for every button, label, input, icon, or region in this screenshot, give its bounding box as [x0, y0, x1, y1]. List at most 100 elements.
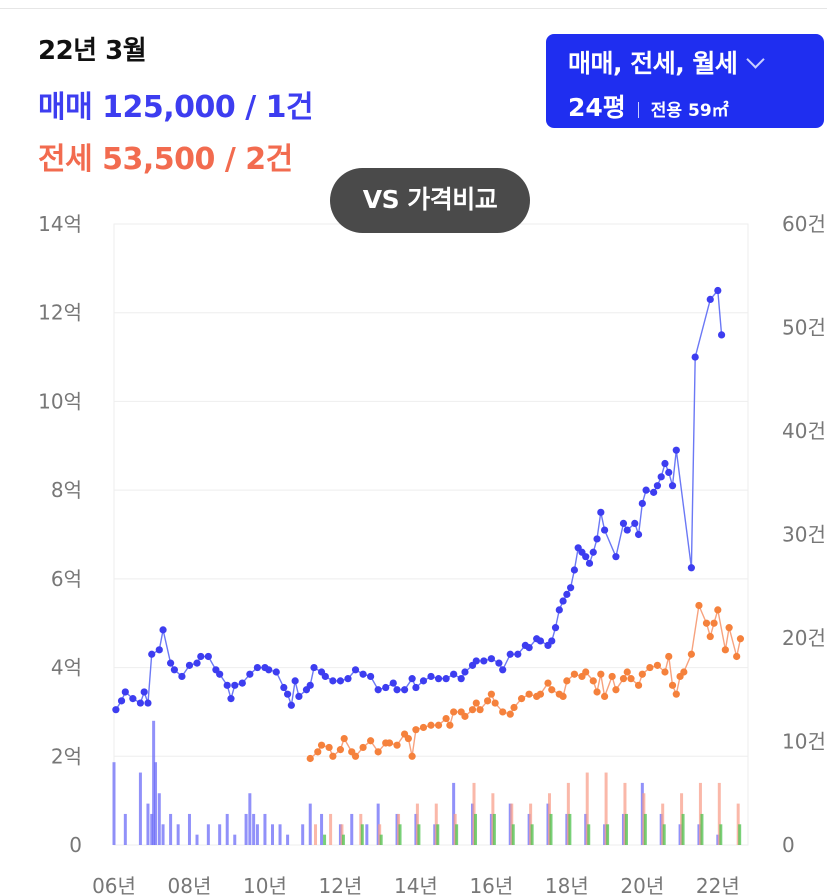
volume-bar-rent [379, 834, 383, 845]
data-point-sale [687, 564, 695, 572]
vs-price-compare-button[interactable]: VS 가격비교 [330, 168, 530, 233]
data-point-sale [536, 637, 545, 645]
data-point-jeonse [544, 679, 552, 687]
data-point-jeonse [499, 708, 507, 716]
volume-bar-sale [365, 824, 369, 845]
data-point-jeonse [725, 624, 733, 632]
data-point-jeonse [487, 690, 495, 698]
data-point-jeonse [733, 652, 741, 661]
data-point-sale [412, 683, 420, 692]
volume-bar-rent [341, 834, 345, 845]
y-left-tick-label: 12억 [38, 301, 82, 325]
data-point-sale [216, 670, 224, 678]
volume-bar-sale [146, 803, 150, 845]
data-point-sale [272, 668, 280, 676]
data-point-sale [419, 677, 428, 685]
data-point-jeonse [317, 741, 326, 749]
data-point-sale [585, 559, 594, 567]
volume-bar-rent [492, 813, 496, 845]
data-point-jeonse [608, 672, 616, 681]
data-point-jeonse [450, 708, 458, 716]
volume-bar-sale [301, 824, 305, 845]
data-point-jeonse [476, 706, 484, 714]
data-point-sale [121, 688, 129, 696]
volume-bar-sale [252, 813, 256, 845]
data-point-sale [389, 679, 397, 687]
volume-bar-rent [549, 813, 553, 845]
volume-bar-rent [398, 824, 402, 845]
volume-bar-sale [286, 834, 290, 845]
data-point-jeonse [336, 746, 345, 754]
data-point-jeonse [721, 646, 729, 654]
data-point-jeonse [668, 681, 677, 689]
y-left-tick-label: 14억 [38, 212, 82, 236]
y-left-tick-label: 10억 [38, 389, 82, 413]
data-point-sale [374, 686, 382, 694]
series-line-sale [115, 288, 723, 711]
data-point-jeonse [468, 706, 477, 714]
volume-bar-sale [271, 824, 274, 845]
volume-bar-rent [643, 813, 647, 845]
series-line-jeonse [309, 602, 742, 760]
x-tick-label: 20년 [620, 874, 664, 895]
volume-bar-sale [161, 824, 165, 845]
data-point-sale [253, 663, 262, 672]
data-point-jeonse [517, 695, 526, 703]
volume-bar-sale [263, 813, 267, 845]
data-point-sale [623, 526, 631, 534]
y-right-tick-label: 50건 [782, 316, 826, 340]
data-point-jeonse [461, 712, 469, 720]
volume-bar-sale [138, 772, 142, 845]
data-point-sale [185, 661, 194, 669]
data-point-sale [382, 683, 390, 692]
volume-bar-rent [738, 824, 742, 845]
data-point-jeonse [646, 663, 654, 672]
data-point-sale [714, 286, 722, 295]
data-point-jeonse [306, 754, 314, 763]
y-left-tick-label: 2억 [51, 744, 82, 768]
data-point-jeonse [472, 699, 480, 707]
data-point-jeonse [427, 721, 435, 729]
data-point-sale [336, 677, 345, 685]
volume-bar-sale [169, 813, 173, 845]
data-point-jeonse [593, 688, 601, 696]
data-point-sale [144, 699, 152, 707]
y-right-tick-label: 0 [782, 833, 795, 857]
data-point-jeonse [634, 681, 643, 689]
data-point-sale [238, 679, 246, 687]
deal-type-filter-button[interactable]: 매매, 전세, 월세 24평 전용 59㎡ [546, 34, 824, 128]
data-point-sale [559, 597, 567, 605]
data-point-jeonse [612, 686, 620, 694]
data-point-jeonse [314, 748, 322, 756]
data-point-jeonse [393, 741, 401, 749]
volume-bar-rent [587, 824, 591, 845]
volume-bar-sale [233, 834, 237, 845]
volume-bar-rent [455, 824, 459, 845]
x-tick-label: 08년 [168, 874, 212, 895]
volume-bar-jeonse [717, 782, 721, 845]
data-point-jeonse [665, 652, 673, 661]
data-point-sale [265, 666, 273, 674]
volume-bar-sale [255, 824, 259, 845]
volume-bar-sale [176, 824, 180, 845]
data-point-jeonse [351, 752, 360, 760]
data-point-sale [450, 670, 458, 678]
volume-bar-rent [530, 824, 534, 845]
data-point-jeonse [506, 710, 514, 718]
data-point-sale [159, 626, 167, 634]
plot-area-frame [113, 223, 749, 846]
data-point-sale [706, 295, 714, 304]
data-point-jeonse [367, 737, 375, 745]
volume-bar-rent [323, 834, 327, 845]
data-point-sale [650, 488, 658, 496]
data-point-sale [597, 508, 605, 516]
data-point-jeonse [434, 721, 443, 729]
data-point-sale [193, 659, 201, 667]
data-point-jeonse [680, 668, 688, 676]
data-point-sale [642, 486, 650, 494]
data-point-sale [295, 692, 303, 701]
data-point-sale [291, 677, 299, 685]
data-point-jeonse [600, 692, 609, 701]
data-point-sale [665, 468, 673, 476]
data-point-sale [548, 637, 556, 645]
